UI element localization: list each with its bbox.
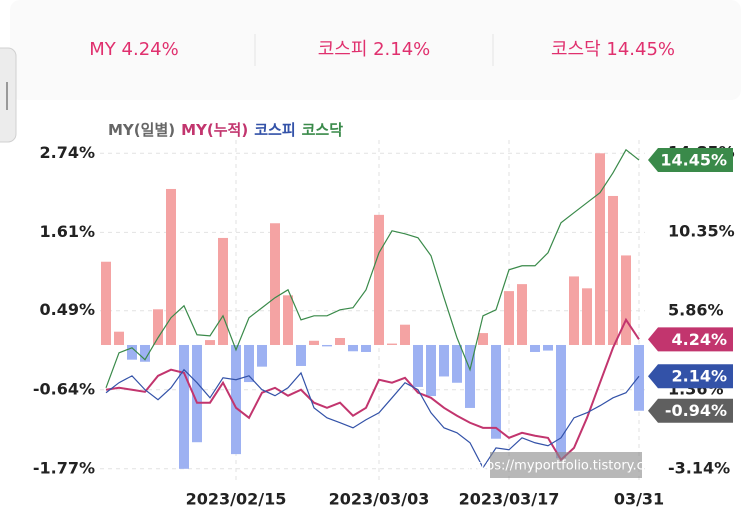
summary-card: [10, 0, 741, 100]
bar: [153, 309, 163, 345]
y2-tick-label: 10.35%: [668, 222, 735, 241]
bar: [205, 340, 215, 345]
bar: [387, 343, 397, 345]
bar: [608, 195, 618, 345]
y-tick-label: -0.64%: [33, 379, 95, 398]
watermark-bg: [490, 452, 642, 478]
bar: [270, 223, 280, 345]
bar: [413, 344, 423, 387]
bar: [556, 344, 566, 459]
bar: [244, 344, 254, 383]
bar: [595, 153, 605, 345]
x-tick-label: 2023/03/03: [329, 490, 430, 509]
bar: [127, 344, 137, 360]
bar: [140, 344, 150, 362]
y2-tick-label: -3.14%: [668, 458, 730, 477]
legend-item: MY(일별): [108, 121, 175, 139]
y-tick-label: 2.74%: [39, 143, 95, 162]
x-tick-label: 03/31: [614, 490, 664, 509]
watermark: https://myportfolio.tistory.com: [468, 459, 665, 474]
bar: [426, 344, 436, 397]
value-tag-label: 2.14%: [671, 367, 727, 386]
y-tick-label: 1.61%: [39, 222, 95, 241]
summary-kosdaq: 코스닥 14.45%: [551, 39, 675, 60]
bar: [335, 337, 345, 345]
bar: [452, 344, 462, 383]
value-tag: [648, 148, 733, 173]
bar: [257, 344, 267, 367]
y-tick-label: -1.77%: [33, 458, 95, 477]
summary-kospi: 코스피 2.14%: [318, 39, 431, 60]
line: [105, 368, 640, 469]
marks: [101, 148, 644, 469]
bar: [322, 344, 332, 347]
bar: [231, 344, 241, 455]
bar: [374, 214, 384, 345]
line: [105, 148, 640, 389]
bar: [634, 344, 644, 411]
bar: [621, 255, 631, 345]
y2-tick-label: 5.86%: [668, 300, 724, 319]
bar: [296, 344, 306, 366]
value-tag-label: 14.45%: [660, 151, 727, 170]
line: [105, 317, 640, 462]
x-tick-label: 2023/02/15: [186, 490, 287, 509]
grid: [100, 140, 645, 480]
bar: [192, 344, 202, 443]
bar: [569, 276, 579, 345]
bar: [478, 333, 488, 345]
bar: [179, 344, 189, 469]
value-tag-label: 4.24%: [671, 330, 727, 349]
y-tick-label: 0.49%: [39, 300, 95, 319]
bar: [101, 261, 111, 345]
labels: 2.74%1.61%0.49%-0.64%-1.77%14.85%10.35%5…: [33, 121, 735, 509]
bar: [218, 237, 228, 345]
value-tag-label: -0.94%: [665, 401, 727, 420]
summary-my: MY 4.24%: [89, 39, 178, 60]
bar: [582, 288, 592, 345]
bar: [504, 291, 514, 345]
bar: [517, 284, 527, 345]
bar: [530, 344, 540, 352]
bar: [283, 295, 293, 345]
bar: [166, 188, 176, 345]
legend-item: 코스피: [254, 121, 295, 139]
bar: [309, 340, 319, 345]
legend-item: MY(누적): [181, 121, 248, 139]
bar: [361, 344, 371, 352]
bar: [114, 331, 124, 345]
bar: [543, 344, 553, 351]
bar: [439, 344, 449, 377]
x-tick-label: 2023/03/17: [459, 490, 560, 509]
legend: MY(일별) MY(누적) 코스피 코스닥: [108, 121, 343, 139]
bar: [348, 344, 358, 352]
bar: [465, 344, 475, 408]
bar: [491, 344, 501, 439]
legend-item: 코스닥: [302, 121, 344, 139]
value-tag: [648, 327, 733, 352]
value-tag: [648, 364, 733, 389]
value-tag: [648, 398, 733, 423]
bar: [400, 324, 410, 345]
